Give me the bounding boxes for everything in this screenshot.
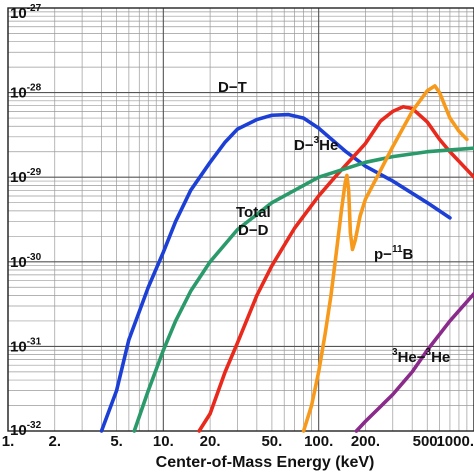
x-tick-label: 1000.	[436, 433, 474, 450]
series-curve-1	[197, 104, 474, 433]
curve-label-2: Total	[236, 204, 271, 221]
curve-label-4: p−11B	[374, 244, 414, 263]
curves	[99, 84, 474, 433]
x-tick-label: 5.	[110, 433, 123, 450]
x-tick-labels: 1. 2. 5. 10. 20. 50. 100. 200. 500.1000.	[2, 433, 474, 450]
y-tick-label: 10-31	[10, 336, 42, 355]
y-tick-label: 10-28	[10, 83, 42, 102]
x-axis-title: Center-of-Mass Energy (keV)	[156, 454, 375, 471]
curve-label-3: D−D	[238, 222, 269, 239]
series-curve-2	[132, 146, 474, 433]
series-curve-4	[354, 291, 474, 433]
plot-frame	[7, 7, 474, 432]
y-tick-label: 10-29	[10, 167, 42, 186]
x-tick-label: 2.	[49, 433, 62, 450]
y-tick-label: 10-30	[10, 252, 42, 271]
x-tick-label: 200.	[351, 433, 380, 450]
series-curve-3	[301, 84, 469, 433]
curve-label-1: D−3He	[294, 135, 338, 154]
x-tick-label: 10.	[153, 433, 174, 450]
x-tick-label: 1.	[2, 433, 15, 450]
x-tick-label: 500.	[413, 433, 442, 450]
x-tick-label: 50.	[261, 433, 282, 450]
curve-label-0: D−T	[218, 79, 247, 96]
y-tick-label: 10-27	[10, 3, 42, 22]
y-tick-label: 10-32	[10, 420, 42, 439]
series-curve-0	[99, 112, 452, 433]
curve-label-5: 3He−3He	[392, 347, 450, 366]
x-tick-label: 20.	[200, 433, 221, 450]
x-tick-label: 100.	[304, 433, 333, 450]
y-tick-labels: 10-27 10-28 10-29 10-30 10-31 10-32	[10, 3, 42, 439]
